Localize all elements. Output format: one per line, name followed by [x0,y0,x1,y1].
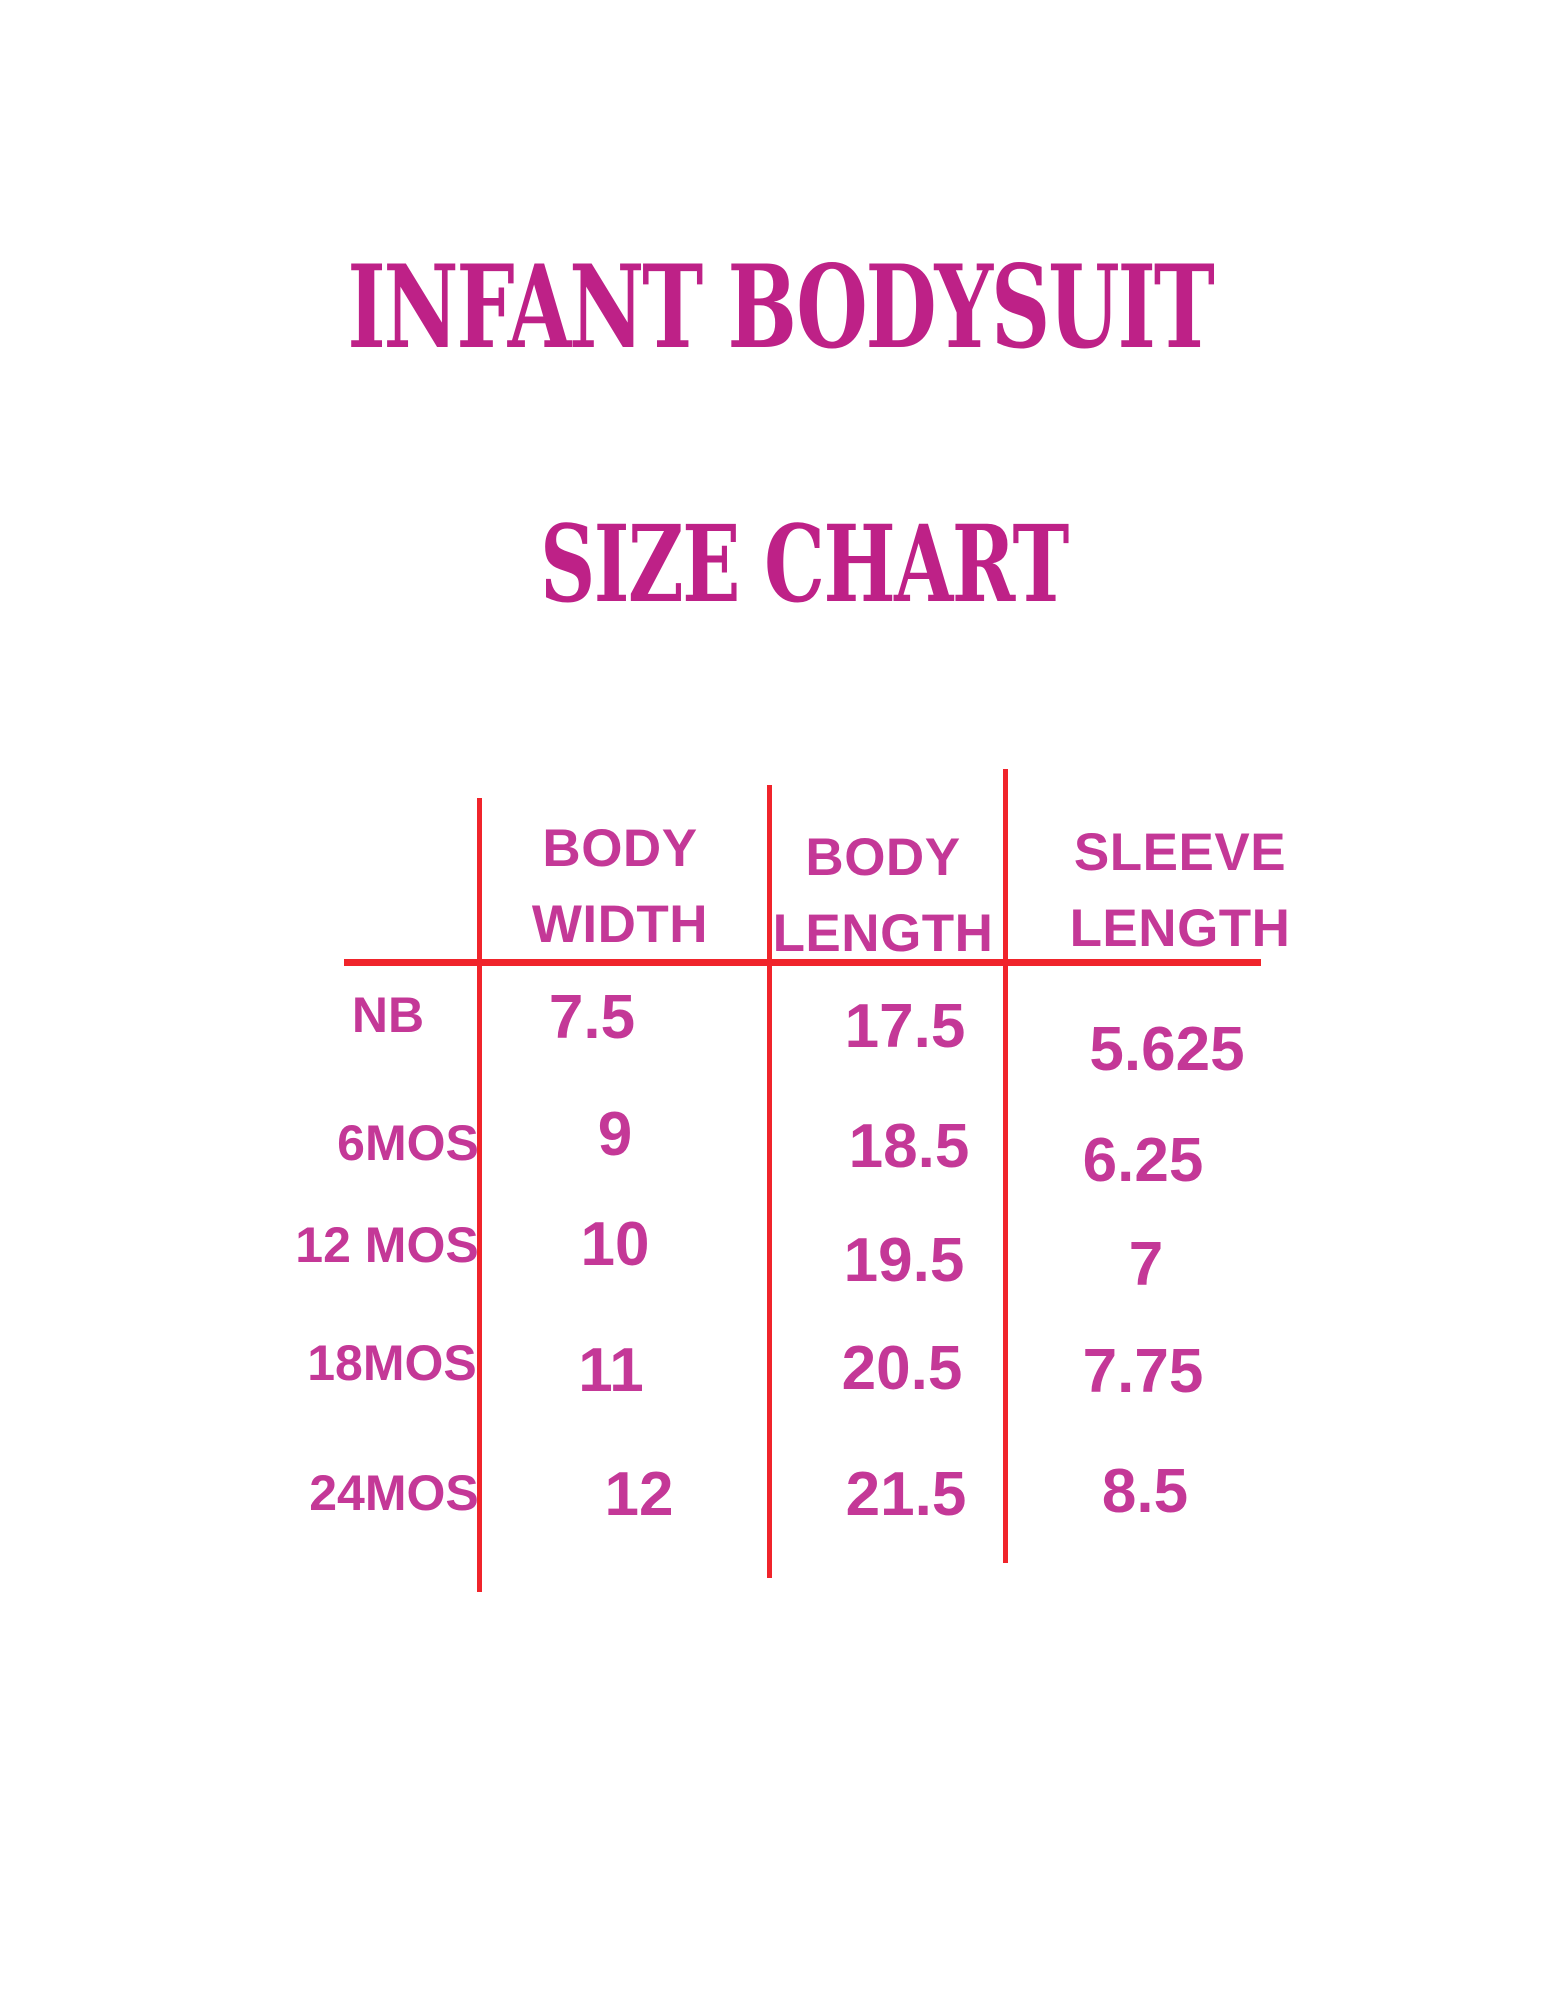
column-header-body-width-line1: BODY [542,819,698,878]
poster-subtitle: SIZE CHART [540,501,1069,626]
cell-12mos-sleeve-length: 7 [1128,1230,1164,1299]
cell-nb-body-width: 7.5 [548,983,636,1052]
row-label-12mos: 12 MOS [295,1217,479,1273]
cell-18mos-sleeve-length: 7.75 [1082,1337,1204,1406]
column-header-sleeve-length: SLEEVE LENGTH [1070,815,1291,967]
cell-6mos-body-width: 9 [597,1100,633,1169]
cell-6mos-body-length: 18.5 [848,1112,970,1181]
column-header-sleeve-length-line2: LENGTH [1069,899,1291,958]
column-divider-rule-1 [477,798,482,1592]
cell-12mos-body-length: 19.5 [843,1226,965,1295]
cell-18mos-body-length: 20.5 [841,1334,963,1403]
column-divider-rule-3 [1003,769,1008,1563]
column-header-body-width: BODY WIDTH [532,811,708,963]
row-label-18mos: 18MOS [307,1335,477,1391]
row-label-24mos: 24MOS [309,1465,479,1521]
cell-18mos-body-width: 11 [578,1336,644,1405]
cell-24mos-body-width: 12 [604,1460,674,1529]
cell-nb-body-length: 17.5 [844,992,966,1061]
column-header-body-length-line2: LENGTH [772,904,994,963]
cell-nb-sleeve-length: 5.625 [1089,1015,1245,1084]
column-divider-rule-2 [767,785,772,1578]
header-underline-rule [344,959,1261,966]
row-label-6mos: 6MOS [337,1115,479,1171]
cell-24mos-sleeve-length: 8.5 [1101,1457,1189,1526]
column-header-body-length: BODY LENGTH [773,820,994,972]
cell-6mos-sleeve-length: 6.25 [1082,1126,1204,1195]
cell-24mos-body-length: 21.5 [845,1460,967,1529]
column-header-body-width-line2: WIDTH [531,895,709,954]
row-label-nb: NB [351,987,425,1043]
poster-title: INFANT BODYSUIT [347,240,1215,374]
cell-12mos-body-width: 10 [580,1210,650,1279]
column-header-sleeve-length-line1: SLEEVE [1073,823,1287,882]
column-header-body-length-line1: BODY [805,828,961,887]
